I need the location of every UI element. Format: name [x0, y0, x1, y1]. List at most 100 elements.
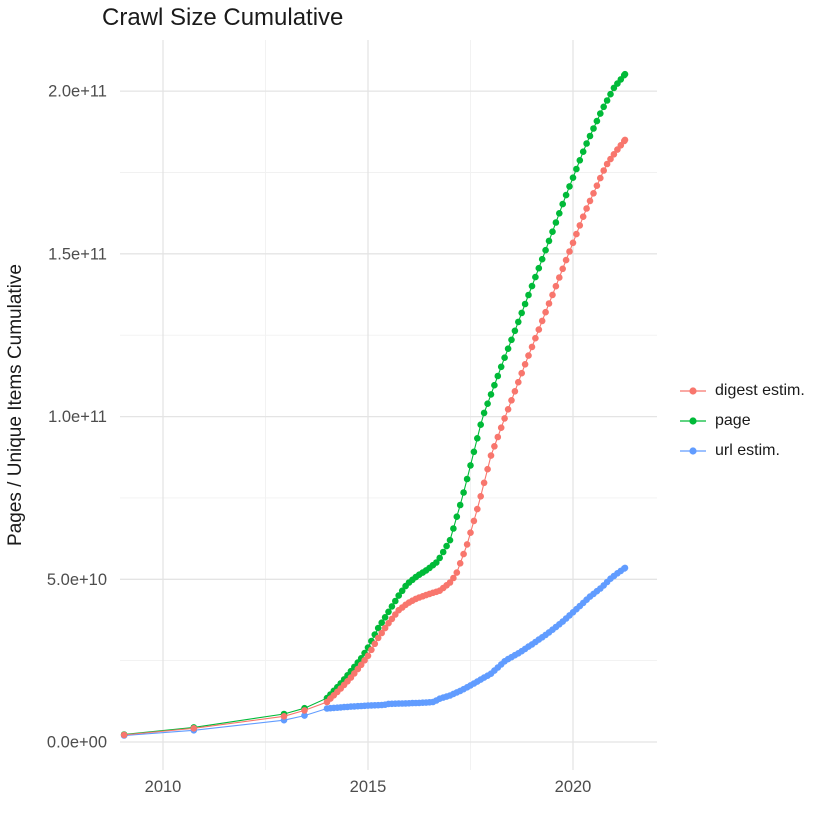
data-point-digest-estim	[583, 205, 590, 212]
data-point-digest-estim	[470, 517, 478, 525]
legend-key-url-icon	[680, 447, 706, 455]
legend: digest estim. page url estim.	[680, 376, 805, 466]
data-point-digest-estim	[579, 213, 587, 220]
data-point-page	[504, 345, 512, 353]
data-point-digest-estim	[511, 388, 519, 395]
data-point-digest-estim	[532, 334, 539, 342]
data-point-url-estim	[301, 712, 308, 719]
data-point-digest-estim	[542, 308, 549, 316]
data-point-digest-estim	[504, 406, 512, 413]
data-point-digest-estim	[477, 493, 485, 500]
data-point-page	[559, 200, 566, 208]
y-tick-label: 0.0e+00	[47, 734, 107, 752]
data-point-digest-estim	[501, 415, 508, 422]
legend-item-digest-estim: digest estim.	[680, 376, 805, 406]
data-point-digest-estim	[525, 352, 532, 359]
data-point-page	[433, 559, 440, 566]
data-point-page	[480, 409, 488, 417]
data-point-digest-estim	[381, 624, 389, 632]
data-point-digest-estim	[364, 652, 372, 660]
data-point-digest-estim	[453, 569, 461, 576]
data-point-digest-estim	[280, 713, 288, 720]
x-tick-label: 2010	[145, 778, 182, 796]
y-axis-label: Pages / Unique Items Cumulative	[5, 264, 26, 546]
data-point-page	[549, 228, 556, 235]
data-point-digest-estim	[593, 182, 601, 189]
data-point-digest-estim	[603, 160, 611, 168]
data-point-page	[600, 103, 607, 111]
y-tick-label: 1.5e+11	[48, 245, 107, 263]
data-point-page	[392, 597, 399, 605]
data-point-page	[453, 513, 461, 520]
data-point-page	[552, 219, 560, 226]
data-point-digest-estim	[463, 541, 471, 548]
data-point-digest-estim	[521, 361, 529, 368]
data-point-page	[487, 391, 495, 398]
legend-label-digest-estim: digest estim.	[715, 382, 805, 399]
data-point-page	[573, 165, 580, 173]
data-point-digest-estim	[573, 230, 580, 238]
data-point-digest-estim	[484, 465, 491, 473]
chart-title: Crawl Size Cumulative	[102, 4, 344, 31]
data-point-digest-estim	[494, 433, 502, 441]
data-point-digest-estim	[518, 369, 525, 377]
data-point-page	[439, 548, 447, 556]
data-point-digest-estim	[487, 452, 495, 459]
data-point-page	[470, 448, 478, 456]
data-point-digest-estim	[456, 560, 464, 567]
data-point-page	[528, 282, 536, 290]
data-point-digest-estim	[460, 550, 467, 558]
data-point-digest-estim	[190, 725, 198, 732]
data-point-page	[477, 421, 485, 429]
data-point-digest-estim	[357, 661, 365, 669]
data-point-page	[590, 125, 597, 132]
legend-label-page: page	[715, 412, 751, 429]
data-point-page	[491, 381, 498, 389]
data-point-page	[532, 273, 539, 281]
data-point-page	[467, 462, 474, 469]
data-point-page	[535, 264, 543, 272]
data-point-digest-estim	[545, 300, 553, 307]
data-point-page	[579, 148, 587, 155]
data-point-digest-estim	[552, 282, 560, 290]
data-point-page	[463, 475, 471, 483]
data-point-digest-estim	[610, 151, 618, 158]
data-point-digest-estim	[566, 248, 573, 255]
data-point-page	[398, 587, 406, 595]
data-point-page	[443, 542, 450, 550]
data-point-page	[562, 191, 570, 199]
x-tick-label: 2015	[350, 778, 387, 796]
legend-item-url-estim: url estim.	[680, 436, 805, 466]
data-point-page	[521, 300, 529, 308]
x-tick-label: 2020	[555, 778, 592, 796]
data-point-page	[446, 536, 454, 544]
data-point-digest-estim	[597, 174, 604, 182]
data-point-digest-estim	[491, 443, 498, 450]
data-point-digest-estim	[480, 479, 488, 487]
data-point-digest-estim	[569, 239, 577, 247]
data-point-page	[566, 183, 573, 190]
data-point-page	[576, 157, 584, 164]
data-point-page	[597, 110, 604, 117]
data-point-digest-estim	[621, 136, 629, 144]
data-point-page	[607, 90, 614, 98]
data-point-page	[542, 246, 549, 254]
data-point-digest-estim	[600, 167, 607, 174]
data-point-digest-estim	[467, 529, 474, 536]
data-point-page	[556, 210, 563, 217]
data-point-page	[385, 608, 392, 616]
data-point-page	[569, 174, 577, 181]
data-point-digest-estim	[549, 291, 556, 299]
data-point-page	[603, 97, 611, 104]
data-point-digest-estim	[528, 343, 536, 351]
data-point-url-estim	[621, 564, 629, 572]
data-point-page	[508, 336, 515, 344]
data-point-digest-estim	[374, 634, 382, 642]
data-point-page	[593, 117, 601, 125]
data-point-page	[450, 525, 457, 532]
y-tick-label: 1.0e+11	[48, 408, 107, 426]
legend-label-url-estim: url estim.	[715, 442, 780, 459]
y-tick-label: 2.0e+11	[48, 83, 107, 101]
data-point-page	[538, 255, 546, 263]
